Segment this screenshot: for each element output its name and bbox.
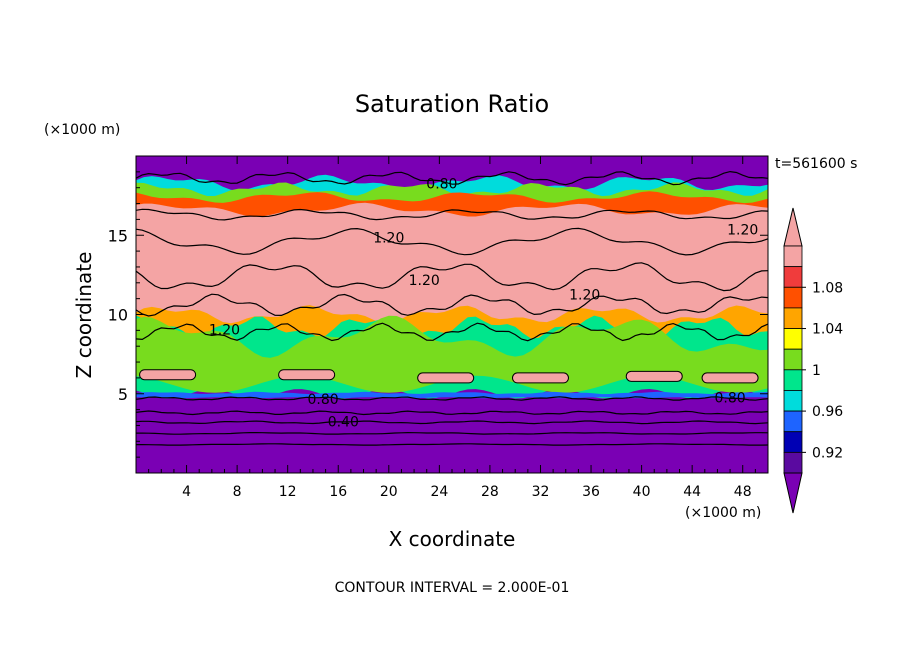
x-tick-label: 32 <box>532 484 550 500</box>
x-axis-ticks: 4 8 12 16 20 24 28 32 36 40 44 48 <box>148 156 756 500</box>
supersaturated-lens <box>278 369 336 381</box>
x-tick-label: 28 <box>481 484 499 500</box>
y-axis-title: Z coordinate <box>72 252 96 379</box>
contour-line <box>135 170 769 186</box>
contour-label: 1.20 <box>727 222 758 238</box>
colorbar-label: 1.04 <box>812 322 843 338</box>
y-tick-label: 15 <box>108 226 128 245</box>
contour-line <box>136 443 769 446</box>
contour-line <box>135 208 769 221</box>
contour-line <box>135 420 769 425</box>
x-tick-label: 12 <box>279 484 297 500</box>
colorbar-swatch <box>783 307 803 329</box>
contour-label: 0.80 <box>714 391 745 407</box>
x-tick-label: 20 <box>380 484 398 500</box>
contour-lines <box>135 170 769 446</box>
x-tick-label: 8 <box>233 484 242 500</box>
colorbar-swatch <box>783 431 803 453</box>
contour-label: 0.80 <box>426 177 457 193</box>
contour-label: 1.20 <box>569 287 600 303</box>
colorbar-swatch <box>783 348 803 371</box>
contour-line <box>135 410 769 416</box>
chart-title: Saturation Ratio <box>355 90 549 118</box>
colorbar-swatch <box>783 390 803 412</box>
colorbar: 0.92 0.96 1 1.04 1.08 <box>783 207 843 514</box>
base-transition-band <box>136 391 768 399</box>
supersaturated-lens <box>701 372 759 384</box>
x-tick-label: 44 <box>683 484 701 500</box>
contour-label: 0.40 <box>328 414 359 430</box>
colorbar-swatch <box>783 410 803 433</box>
x-tick-label: 36 <box>582 484 600 500</box>
colorbar-swatch <box>783 369 803 391</box>
colorbar-swatch <box>783 266 803 288</box>
x-unit-label: (×1000 m) <box>685 505 761 521</box>
contour-line <box>135 322 769 342</box>
supersaturated-lens <box>625 370 683 382</box>
x-tick-label: 4 <box>182 484 191 500</box>
contour-line <box>135 227 769 256</box>
contour-label: 1.20 <box>409 273 440 289</box>
contour-line <box>135 396 769 401</box>
contour-line <box>136 431 769 435</box>
contour-line <box>135 262 769 292</box>
contour-labels: 0.80 1.20 1.20 1.20 1.20 1.20 0.80 0.80 0.40 <box>209 177 758 431</box>
contour-label: 0.80 <box>307 392 338 408</box>
colorbar-swatch <box>783 245 803 268</box>
y-unit-label: (×1000 m) <box>44 122 120 138</box>
contour-label: 1.20 <box>373 230 404 246</box>
x-tick-label: 40 <box>633 484 651 500</box>
contour-interval-footer: CONTOUR INTERVAL = 2.000E-01 <box>335 580 570 596</box>
colorbar-top-arrow <box>783 207 803 247</box>
x-axis-title: X coordinate <box>389 527 516 551</box>
colorbar-swatch <box>783 328 803 350</box>
contour-label: 1.20 <box>209 322 240 338</box>
x-tick-label: 16 <box>329 484 347 500</box>
colorbar-label: 1 <box>812 363 821 379</box>
colorbar-label: 0.96 <box>812 404 843 420</box>
supersaturated-lens <box>417 372 475 384</box>
supersaturated-lens <box>139 369 197 381</box>
colorbar-bottom-arrow <box>783 472 803 514</box>
colorbar-label: 1.08 <box>812 280 843 296</box>
colorbar-swatch <box>783 451 803 474</box>
x-tick-label: 48 <box>734 484 752 500</box>
y-tick-label: 10 <box>108 306 128 325</box>
time-label: t=561600 s <box>775 156 857 172</box>
y-tick-label: 5 <box>118 385 128 404</box>
colorbar-swatch <box>783 286 803 309</box>
contour-line <box>135 293 769 317</box>
supersaturated-lens <box>511 372 569 384</box>
plot-area <box>136 156 768 473</box>
x-tick-label: 24 <box>430 484 448 500</box>
y-axis-ticks: 5 10 15 <box>108 171 768 458</box>
colorbar-label: 0.92 <box>812 445 843 461</box>
